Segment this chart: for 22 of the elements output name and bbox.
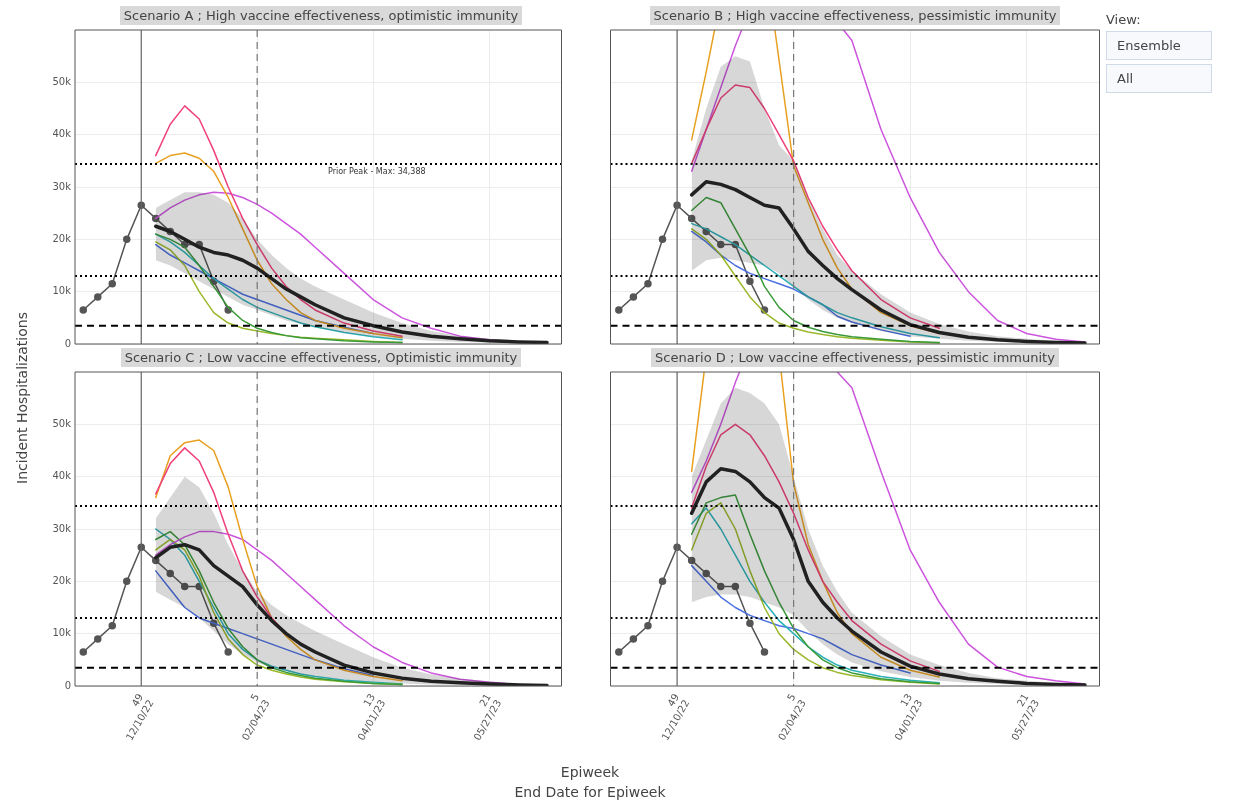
y-tick-label: 40k [52, 470, 72, 482]
y-tick-label: 50k [52, 417, 72, 429]
y-tick-label: 50k [52, 75, 72, 87]
chart-title: Scenario C ; Low vaccine effectiveness, Optimistic immunity [120, 348, 522, 367]
y-tick-label: 30k [52, 522, 72, 534]
x-axis-title: Epiweek End Date for Epiweek [513, 763, 667, 802]
y-tick-label: 0 [64, 679, 71, 691]
y-axis-title: Incident Hospitalizations [14, 311, 30, 486]
y-tick-label: 10k [52, 627, 72, 639]
y-tick-label: 0 [64, 337, 71, 349]
view-button: Ensemble [1106, 31, 1212, 60]
y-tick-label: 40k [52, 128, 72, 140]
y-tick-label: 30k [52, 180, 72, 192]
ref-line-label: Prior Peak - Max: 34,388 [327, 167, 426, 177]
y-tick-label: 10k [52, 285, 72, 297]
y-tick-label: 20k [52, 232, 72, 244]
view-button: All [1106, 64, 1212, 93]
text: View: [1106, 12, 1142, 27]
chart-title: Scenario B ; High vaccine effectiveness, pessimistic immunity [649, 6, 1061, 25]
chart-title: Scenario A ; High vaccine effectiveness, optimistic immunity [119, 6, 523, 25]
y-tick-label: 20k [52, 574, 72, 586]
chart-title: Scenario D ; Low vaccine effectiveness, pessimistic immunity [651, 348, 1059, 367]
